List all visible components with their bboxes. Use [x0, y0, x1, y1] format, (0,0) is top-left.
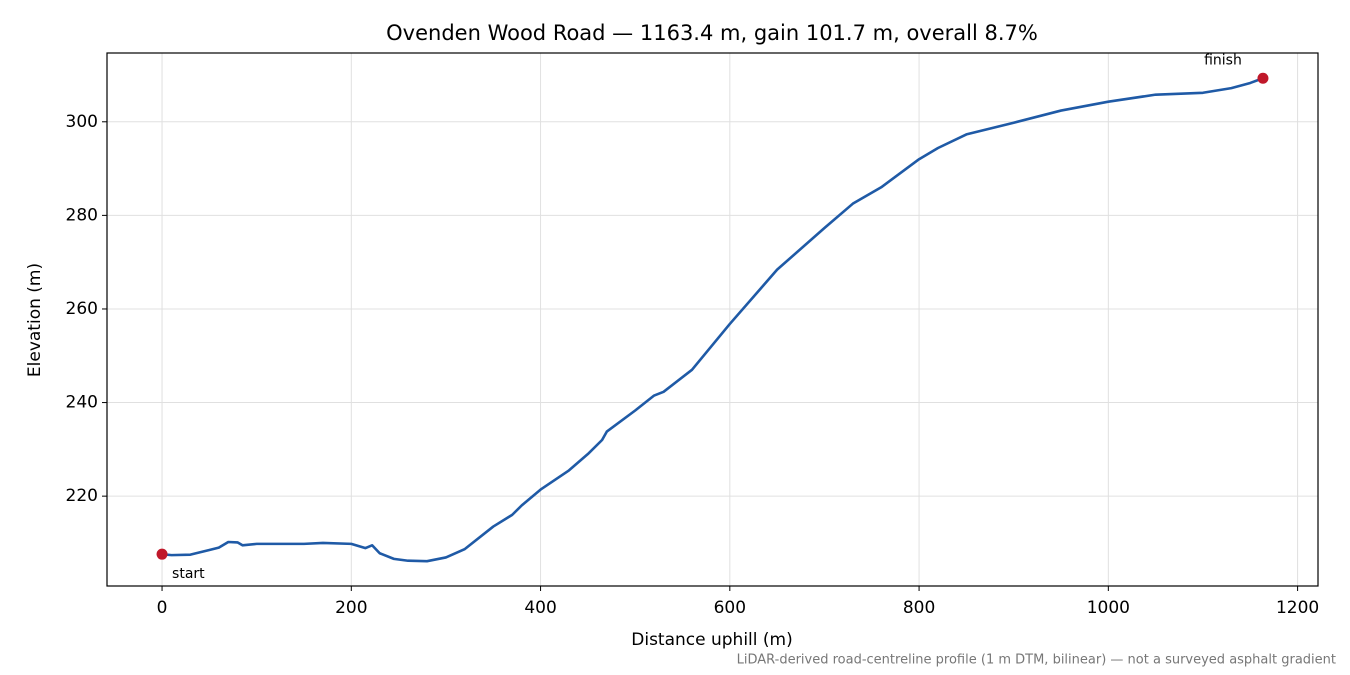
x-tick-label: 200 [335, 598, 367, 618]
x-tick-label: 1000 [1087, 598, 1130, 618]
y-tick-label: 280 [66, 205, 98, 225]
x-tick-label: 800 [903, 598, 935, 618]
plot-frame [106, 52, 1319, 587]
chart-title: Ovenden Wood Road — 1163.4 m, gain 101.7… [386, 21, 1038, 45]
endpoint [156, 548, 168, 560]
x-tick-label: 1200 [1276, 598, 1319, 618]
y-tick-label: 300 [66, 112, 98, 132]
x-tick-label: 0 [157, 598, 168, 618]
footnote: LiDAR-derived road-centreline profile (1… [737, 653, 1336, 668]
y-tick-label: 260 [66, 299, 98, 319]
line [161, 77, 1264, 563]
x-tick-label: 600 [714, 598, 746, 618]
x-axis-label: Distance uphill (m) [631, 630, 792, 650]
endpoint [1257, 72, 1269, 84]
endpoint-label: start [172, 566, 205, 582]
endpoint-label: finish [1204, 52, 1242, 68]
y-axis-label: Elevation (m) [25, 263, 45, 377]
y-tick-label: 240 [66, 393, 98, 413]
y-tick-label: 220 [66, 486, 98, 506]
x-tick-label: 400 [524, 598, 556, 618]
